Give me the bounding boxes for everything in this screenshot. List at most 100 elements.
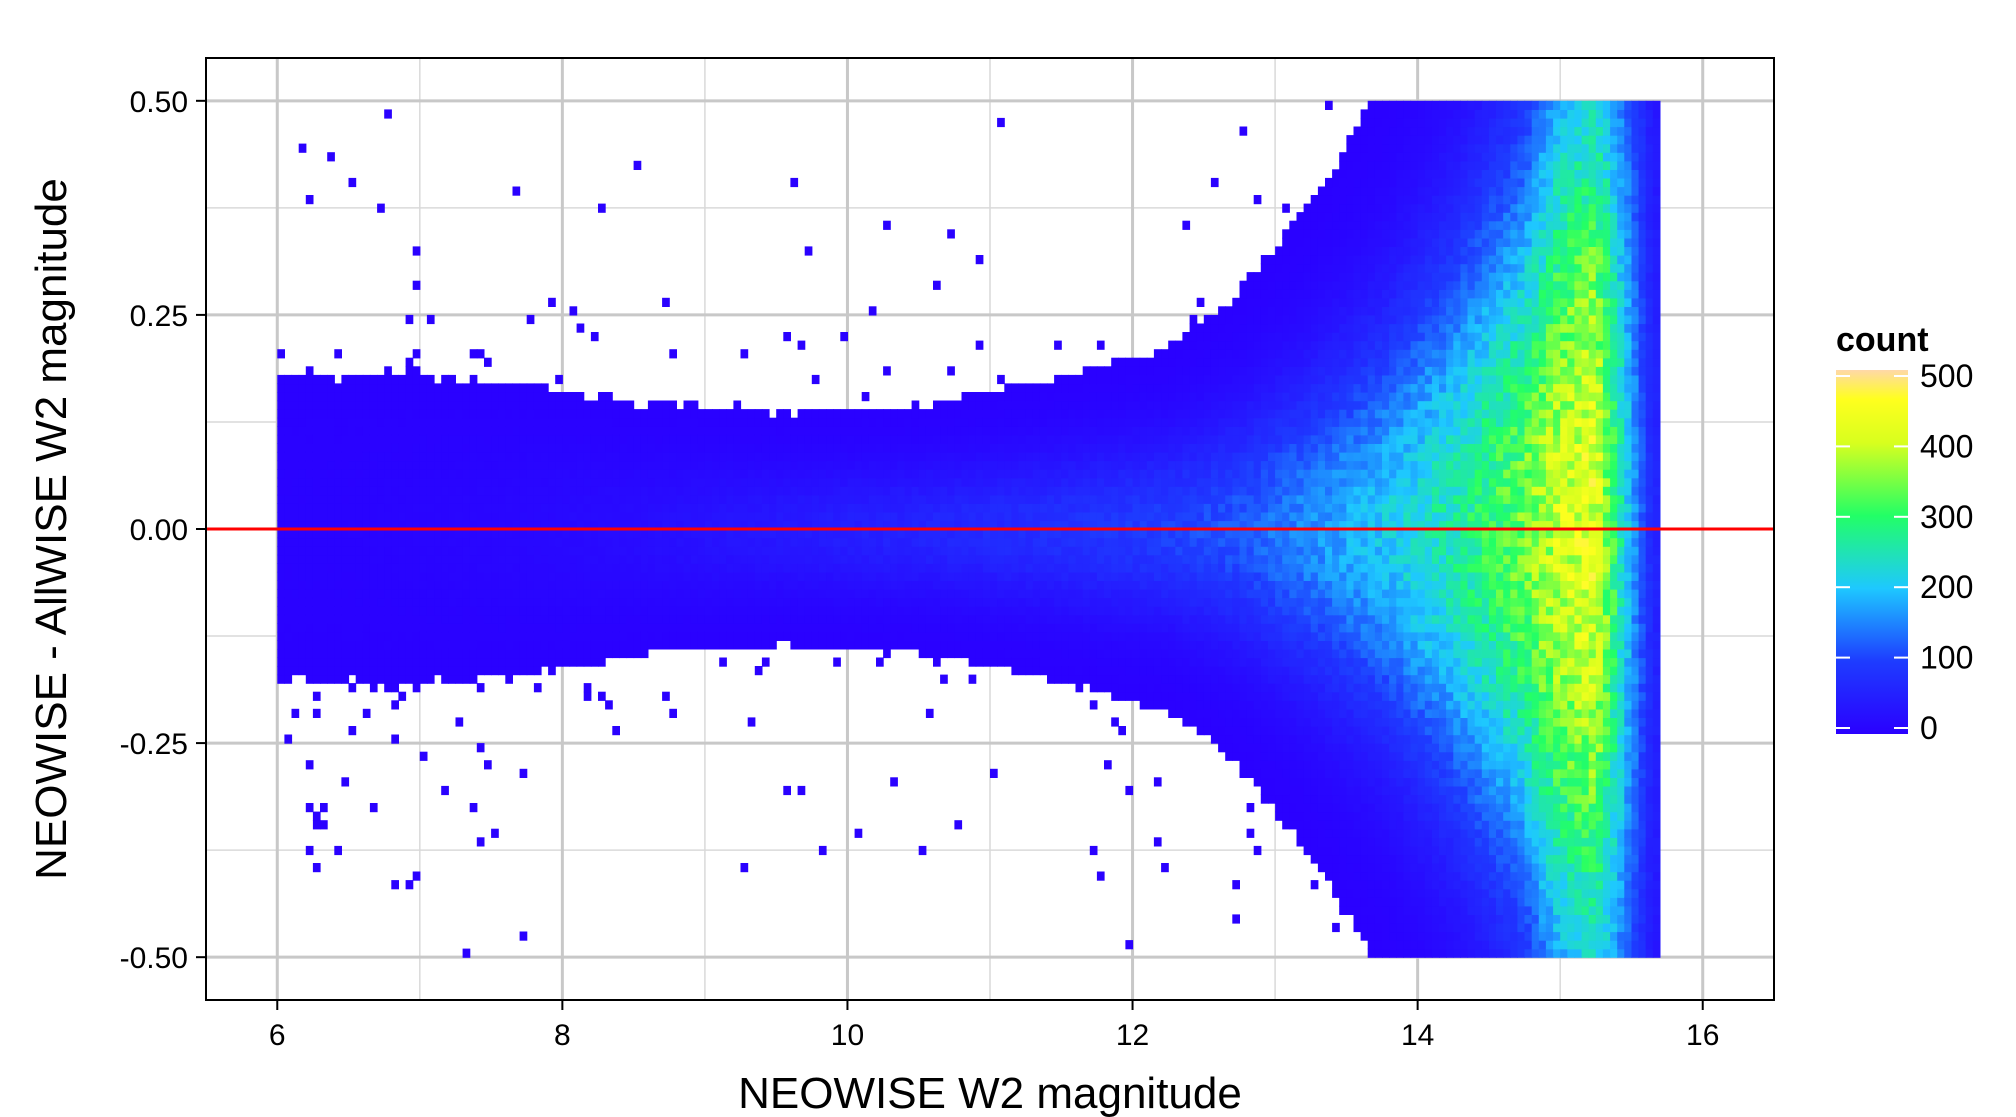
heatmap-cell [519, 623, 528, 633]
heatmap-cell [697, 451, 706, 462]
heatmap-cell [818, 571, 827, 581]
heatmap-cell [1225, 631, 1233, 641]
heatmap-cell [1168, 486, 1176, 496]
heatmap-cell [669, 554, 677, 564]
heatmap-cell [1232, 434, 1240, 444]
heatmap-cell [341, 648, 350, 659]
heatmap-cell [1260, 426, 1269, 436]
heatmap-cell [512, 409, 521, 419]
heatmap-cell [1253, 683, 1262, 693]
heatmap-cell [1061, 374, 1069, 385]
heatmap-cell [1111, 417, 1119, 427]
heatmap-cell [355, 666, 364, 676]
heatmap-cell [1118, 503, 1126, 513]
heatmap-cell [740, 443, 749, 453]
heatmap-cell [305, 760, 314, 770]
heatmap-cell [883, 631, 891, 641]
heatmap-cell [947, 366, 955, 376]
heatmap-cell [997, 417, 1005, 427]
heatmap-cell [334, 520, 342, 530]
heatmap-cell [1218, 520, 1226, 530]
heatmap-cell [476, 460, 485, 470]
heatmap-cell [933, 657, 941, 667]
heatmap-cell [548, 460, 556, 470]
heatmap-cell [1018, 511, 1027, 522]
heatmap-cell [1011, 537, 1020, 547]
heatmap-cell [911, 614, 920, 624]
heatmap-cell [1096, 648, 1105, 659]
heatmap-cell [341, 426, 350, 436]
heatmap-cell [811, 443, 820, 453]
heatmap-cell [355, 486, 364, 496]
heatmap-cell [1082, 674, 1091, 684]
heatmap-cell [462, 486, 471, 496]
heatmap-cell [940, 674, 948, 684]
heatmap-cell [854, 494, 863, 504]
heatmap-cell [733, 434, 742, 444]
heatmap-cell [1025, 623, 1034, 633]
heatmap-cell [1203, 623, 1212, 633]
heatmap-cell [576, 469, 585, 479]
heatmap-cell [448, 434, 456, 444]
heatmap-cell [990, 597, 998, 607]
heatmap-cell [954, 400, 963, 410]
heatmap-cell [1096, 383, 1105, 393]
heatmap-cell [1268, 683, 1276, 693]
heatmap-cell [640, 503, 649, 513]
heatmap-cell [291, 563, 300, 573]
heatmap-cell [1182, 529, 1191, 539]
heatmap-cell [1182, 349, 1191, 359]
heatmap-cell [1125, 503, 1134, 513]
heatmap-cell [733, 520, 742, 530]
heatmap-cell [918, 546, 927, 556]
heatmap-cell [1225, 460, 1233, 470]
heatmap-cell [690, 554, 699, 564]
heatmap-cell [804, 631, 813, 641]
heatmap-cell [476, 520, 485, 530]
heatmap-cell [747, 511, 756, 522]
heatmap-cell [697, 537, 706, 547]
heatmap-cell [562, 434, 571, 444]
heatmap-cell [1260, 785, 1269, 796]
heatmap-cell [1260, 280, 1269, 290]
heatmap-cell [1011, 588, 1020, 599]
heatmap-cell [469, 469, 478, 479]
heatmap-cell [362, 674, 371, 684]
heatmap-cell [334, 494, 342, 504]
heatmap-cell [1039, 392, 1048, 402]
heatmap-cell [704, 614, 713, 624]
heatmap-cell [1225, 597, 1233, 607]
heatmap-cell [619, 477, 628, 487]
heatmap-cell [384, 426, 392, 436]
heatmap-cell [491, 409, 499, 419]
heatmap-cell [1047, 486, 1055, 496]
heatmap-cell [918, 631, 927, 641]
heatmap-cell [833, 426, 841, 436]
heatmap-cell [918, 477, 927, 487]
heatmap-cell [441, 374, 449, 385]
heatmap-cell [626, 511, 635, 522]
heatmap-cell [811, 477, 820, 487]
heatmap-cell [1082, 648, 1091, 659]
heatmap-cell [469, 537, 478, 547]
heatmap-cell [455, 426, 464, 436]
heatmap-cell [305, 511, 314, 522]
heatmap-cell [426, 494, 435, 504]
heatmap-cell [697, 434, 706, 444]
heatmap-cell [605, 451, 613, 462]
heatmap-cell [990, 537, 998, 547]
heatmap-cell [897, 588, 905, 599]
heatmap-cell [626, 631, 635, 641]
heatmap-cell [512, 597, 521, 607]
heatmap-cell [647, 477, 656, 487]
heatmap-cell [320, 606, 328, 616]
heatmap-cell [1132, 588, 1141, 599]
heatmap-cell [1132, 417, 1141, 427]
heatmap-cell [804, 477, 813, 487]
heatmap-cell [1054, 623, 1062, 633]
heatmap-cell [662, 520, 670, 530]
heatmap-cell [897, 469, 905, 479]
heatmap-cell [1196, 588, 1205, 599]
heatmap-cell [491, 640, 499, 650]
heatmap-cell [804, 246, 813, 256]
